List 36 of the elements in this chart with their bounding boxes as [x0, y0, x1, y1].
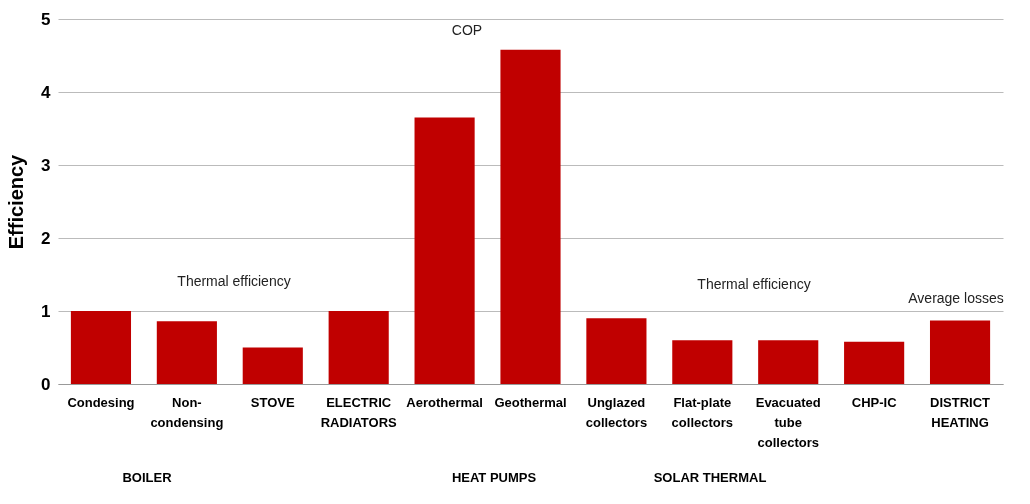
- y-tick-label: 3: [41, 155, 51, 175]
- x-tick-label: Unglazed collectors: [585, 394, 648, 430]
- x-tick-label: Non-condensing: [150, 394, 224, 430]
- x-tick-label: Aerothermal: [406, 394, 483, 410]
- x-tick-label: CHP-IC: [851, 394, 898, 410]
- text: BOILER: [122, 470, 173, 485]
- bar: [328, 311, 389, 384]
- bar: [70, 311, 132, 384]
- annotation: Average losses: [908, 290, 1004, 306]
- bar: [758, 340, 819, 384]
- annotation: Thermal efficiency: [697, 276, 811, 292]
- annotation: COP: [451, 22, 483, 38]
- text: HEAT PUMPS: [451, 470, 537, 485]
- y-tick-label: 0: [41, 374, 51, 394]
- bar: [672, 340, 733, 384]
- bar: [156, 321, 217, 384]
- y-tick-label: 1: [41, 301, 51, 321]
- x-tick-label: ELECTRIC RADIATORS: [320, 394, 398, 430]
- bar: [844, 341, 905, 384]
- bar: [500, 49, 561, 384]
- text: SOLAR THERMAL: [653, 470, 767, 485]
- x-tick-label: Condesing: [67, 394, 135, 410]
- y-tick-label: 4: [41, 82, 52, 102]
- y-tick-label: 5: [41, 9, 51, 29]
- x-tick-label: DISTRICT HEATING: [930, 394, 991, 430]
- y-tick-label: 2: [41, 228, 51, 248]
- bar: [929, 320, 991, 384]
- x-tick-label: Evacuated tube collectors: [755, 394, 821, 450]
- x-tick-label: STOVE: [250, 394, 296, 410]
- bar: [242, 347, 303, 384]
- bar: [414, 117, 475, 384]
- bar: [586, 318, 647, 384]
- y-axis-title: Efficiency: [5, 153, 28, 250]
- x-tick-label: Flat-plate collectors: [671, 394, 734, 430]
- x-tick-label: Geothermal: [494, 394, 567, 410]
- annotation: Thermal efficiency: [177, 273, 291, 289]
